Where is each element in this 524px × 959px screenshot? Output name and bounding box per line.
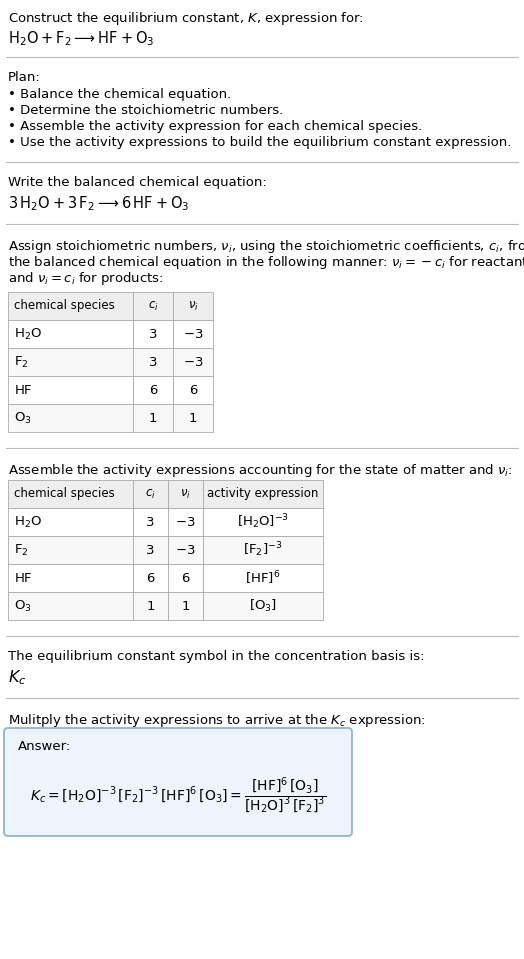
Text: Mulitply the activity expressions to arrive at the $K_c$ expression:: Mulitply the activity expressions to arr… <box>8 712 426 729</box>
Bar <box>168 592 203 620</box>
Text: • Determine the stoichiometric numbers.: • Determine the stoichiometric numbers. <box>8 104 283 117</box>
Bar <box>8 404 133 432</box>
Bar <box>133 320 173 348</box>
Text: $\nu_i$: $\nu_i$ <box>180 487 191 501</box>
Text: $\mathrm{F_2}$: $\mathrm{F_2}$ <box>14 543 29 557</box>
Text: • Balance the chemical equation.: • Balance the chemical equation. <box>8 88 231 101</box>
Text: 3: 3 <box>149 328 157 340</box>
Text: 1: 1 <box>149 411 157 425</box>
Text: activity expression: activity expression <box>208 487 319 501</box>
Text: • Use the activity expressions to build the equilibrium constant expression.: • Use the activity expressions to build … <box>8 136 511 149</box>
Text: 1: 1 <box>181 599 190 613</box>
Bar <box>168 564 203 592</box>
Bar <box>203 536 323 564</box>
Bar <box>203 480 323 508</box>
Text: 1: 1 <box>189 411 197 425</box>
Bar <box>133 592 168 620</box>
Bar <box>8 508 133 536</box>
Bar <box>133 564 168 592</box>
Bar <box>173 404 213 432</box>
Bar <box>8 292 133 320</box>
Bar <box>133 508 168 536</box>
Text: chemical species: chemical species <box>14 487 115 501</box>
Text: $\mathrm{H_2O}$: $\mathrm{H_2O}$ <box>14 514 42 529</box>
Bar <box>168 508 203 536</box>
Bar <box>168 480 203 508</box>
Text: Construct the equilibrium constant, $K$, expression for:: Construct the equilibrium constant, $K$,… <box>8 10 364 27</box>
Bar <box>173 320 213 348</box>
Text: $[\mathrm{H_2O}]^{-3}$: $[\mathrm{H_2O}]^{-3}$ <box>237 513 289 531</box>
Text: $K_c$: $K_c$ <box>8 668 26 687</box>
Text: 6: 6 <box>146 572 155 584</box>
Bar <box>8 564 133 592</box>
Bar <box>8 536 133 564</box>
Text: $\mathrm{O_3}$: $\mathrm{O_3}$ <box>14 410 31 426</box>
Text: $-3$: $-3$ <box>183 356 203 368</box>
Text: $-3$: $-3$ <box>175 516 196 528</box>
Text: $[\mathrm{O_3}]$: $[\mathrm{O_3}]$ <box>249 598 277 614</box>
Text: $-3$: $-3$ <box>183 328 203 340</box>
Text: 6: 6 <box>149 384 157 396</box>
Bar <box>203 564 323 592</box>
Text: Write the balanced chemical equation:: Write the balanced chemical equation: <box>8 176 267 189</box>
Bar <box>8 320 133 348</box>
Text: $c_i$: $c_i$ <box>145 487 156 501</box>
Text: The equilibrium constant symbol in the concentration basis is:: The equilibrium constant symbol in the c… <box>8 650 424 663</box>
Text: $\mathrm{HF}$: $\mathrm{HF}$ <box>14 572 32 584</box>
Text: 3: 3 <box>149 356 157 368</box>
Bar <box>133 536 168 564</box>
Text: 3: 3 <box>146 516 155 528</box>
Text: Plan:: Plan: <box>8 71 41 84</box>
Text: $[\mathrm{F_2}]^{-3}$: $[\mathrm{F_2}]^{-3}$ <box>243 541 282 559</box>
Text: $\mathrm{F_2}$: $\mathrm{F_2}$ <box>14 355 29 369</box>
Text: $-3$: $-3$ <box>175 544 196 556</box>
Bar <box>8 592 133 620</box>
Bar <box>133 376 173 404</box>
Text: Assign stoichiometric numbers, $\nu_i$, using the stoichiometric coefficients, $: Assign stoichiometric numbers, $\nu_i$, … <box>8 238 524 255</box>
Text: the balanced chemical equation in the following manner: $\nu_i = -c_i$ for react: the balanced chemical equation in the fo… <box>8 254 524 271</box>
Text: $c_i$: $c_i$ <box>148 299 158 313</box>
Text: $\nu_i$: $\nu_i$ <box>188 299 199 313</box>
Bar <box>173 292 213 320</box>
Text: $\mathrm{H_2O}$: $\mathrm{H_2O}$ <box>14 326 42 341</box>
Text: 1: 1 <box>146 599 155 613</box>
Bar <box>133 480 168 508</box>
Text: Answer:: Answer: <box>18 740 71 753</box>
Text: 6: 6 <box>181 572 190 584</box>
Bar <box>133 292 173 320</box>
Bar <box>173 376 213 404</box>
FancyBboxPatch shape <box>4 728 352 836</box>
Text: $\mathrm{O_3}$: $\mathrm{O_3}$ <box>14 598 31 614</box>
Text: chemical species: chemical species <box>14 299 115 313</box>
Text: 6: 6 <box>189 384 197 396</box>
Text: • Assemble the activity expression for each chemical species.: • Assemble the activity expression for e… <box>8 120 422 133</box>
Bar <box>203 508 323 536</box>
Text: $K_c = [\mathrm{H_2O}]^{-3}\,[\mathrm{F_2}]^{-3}\,[\mathrm{HF}]^6\,[\mathrm{O_3}: $K_c = [\mathrm{H_2O}]^{-3}\,[\mathrm{F_… <box>30 776 326 816</box>
Bar <box>203 592 323 620</box>
Bar <box>8 376 133 404</box>
Text: and $\nu_i = c_i$ for products:: and $\nu_i = c_i$ for products: <box>8 270 163 287</box>
Bar <box>8 480 133 508</box>
Text: $\mathrm{3\,H_2O + 3\,F_2 \longrightarrow 6\,HF + O_3}$: $\mathrm{3\,H_2O + 3\,F_2 \longrightarro… <box>8 194 190 213</box>
Bar <box>168 536 203 564</box>
Bar <box>173 348 213 376</box>
Text: 3: 3 <box>146 544 155 556</box>
Bar <box>133 404 173 432</box>
Text: $\mathrm{H_2O + F_2 \longrightarrow HF + O_3}$: $\mathrm{H_2O + F_2 \longrightarrow HF +… <box>8 29 155 48</box>
Bar <box>133 348 173 376</box>
Text: Assemble the activity expressions accounting for the state of matter and $\nu_i$: Assemble the activity expressions accoun… <box>8 462 512 479</box>
Text: $[\mathrm{HF}]^6$: $[\mathrm{HF}]^6$ <box>245 570 281 587</box>
Bar <box>8 348 133 376</box>
Text: $\mathrm{HF}$: $\mathrm{HF}$ <box>14 384 32 396</box>
